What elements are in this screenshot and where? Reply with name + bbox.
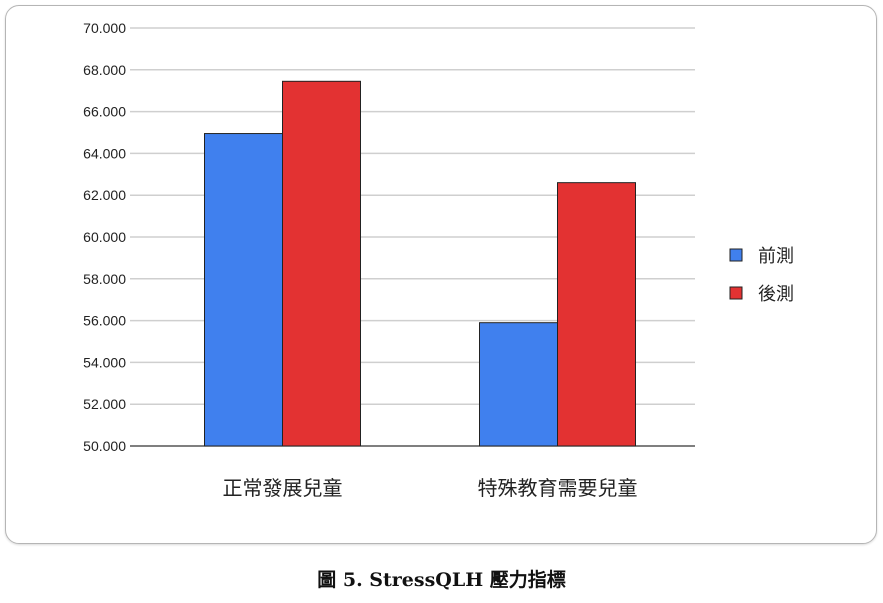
y-tick-label: 54.000	[83, 354, 126, 370]
y-tick-label: 66.000	[83, 104, 126, 120]
x-tick-label: 正常發展兒童	[223, 476, 343, 500]
y-tick-label: 68.000	[83, 62, 126, 78]
bar-posttest	[557, 182, 636, 447]
figure-caption: 圖 5. StressQLH 壓力指標	[317, 569, 566, 591]
legend-label: 後測	[758, 284, 794, 305]
legend-swatch	[729, 286, 743, 300]
chart-frame	[5, 5, 877, 544]
y-tick-label: 70.000	[83, 20, 126, 36]
y-tick-label: 64.000	[83, 145, 126, 161]
y-tick-label: 62.000	[83, 187, 126, 203]
y-tick-label: 60.000	[83, 229, 126, 245]
legend-swatch	[729, 248, 743, 262]
bar-pretest	[479, 322, 558, 447]
legend-label: 前測	[758, 246, 794, 267]
y-tick-label: 56.000	[83, 313, 126, 329]
x-tick-label: 特殊教育需要兒童	[478, 476, 638, 500]
y-tick-label: 50.000	[83, 438, 126, 454]
bar-posttest	[282, 80, 361, 447]
bar-pretest	[204, 133, 283, 447]
y-tick-label: 58.000	[83, 271, 126, 287]
y-tick-label: 52.000	[83, 396, 126, 412]
bar-chart: 50.000 52.000 54.000 56.000 58.000 60.000 62.0…	[83, 20, 794, 500]
